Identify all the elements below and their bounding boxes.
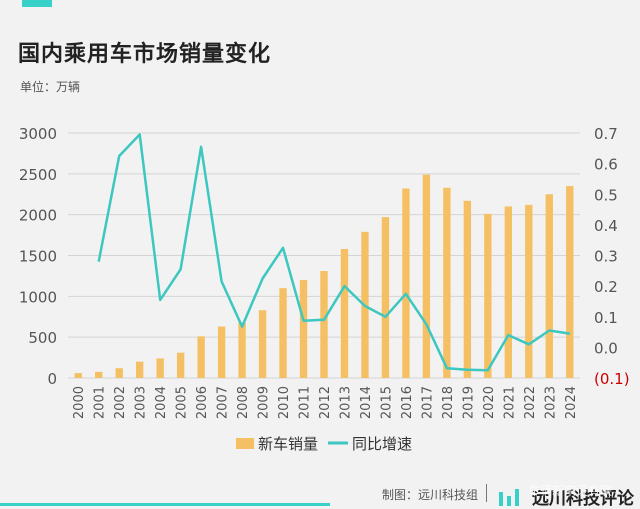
bar	[341, 249, 348, 378]
bar	[177, 353, 184, 378]
x-tick-label: 2016	[400, 386, 415, 419]
y-right-tick-label: 0.0	[594, 339, 618, 357]
legend-label-line: 同比增速	[352, 435, 412, 453]
y-right-tick-label: 0.6	[594, 156, 618, 174]
x-tick-label: 2003	[134, 386, 149, 419]
bar	[423, 175, 430, 378]
bar	[443, 188, 450, 378]
x-tick-label: 2004	[154, 386, 169, 419]
bar	[402, 189, 409, 378]
x-tick-label: 2002	[113, 386, 128, 419]
bar	[116, 368, 123, 378]
x-tick-label: 2019	[461, 386, 476, 419]
y-left-tick-label: 0	[47, 370, 57, 388]
x-tick-label: 2007	[216, 386, 231, 419]
y-right-tick-label: 0.3	[594, 248, 618, 266]
bar	[279, 288, 286, 378]
x-tick-label: 2009	[257, 386, 272, 419]
y-left-tick-label: 500	[28, 329, 57, 347]
x-tick-label: 2001	[93, 386, 108, 419]
x-tick-label: 2018	[441, 386, 456, 419]
bar	[300, 280, 307, 378]
x-tick-label: 2022	[523, 386, 538, 419]
footer-credit: 制图：远川科技组	[382, 486, 478, 503]
x-tick-label: 2012	[318, 386, 333, 419]
bar	[546, 194, 553, 378]
bar	[75, 373, 82, 378]
y-left-tick-label: 1500	[19, 248, 57, 266]
x-tick-label: 2014	[359, 386, 374, 419]
y-left-tick-label: 3000	[19, 125, 57, 143]
y-right-tick-label: 0.5	[594, 186, 618, 204]
x-tick-label: 2017	[420, 386, 435, 419]
y-right-tick-label: (0.1)	[594, 370, 630, 388]
y-left-tick-label: 2000	[19, 207, 57, 225]
x-tick-label: 2013	[338, 386, 353, 419]
x-tick-label: 2008	[236, 386, 251, 419]
x-tick-label: 2020	[482, 386, 497, 419]
x-tick-label: 2000	[72, 386, 87, 419]
footer-separator	[486, 484, 487, 502]
x-tick-label: 2024	[564, 386, 579, 419]
x-tick-label: 2005	[175, 386, 190, 419]
x-tick-label: 2023	[543, 386, 558, 419]
x-tick-label: 2011	[298, 386, 313, 419]
x-tick-label: 2015	[379, 386, 394, 419]
bar	[484, 214, 491, 378]
growth-line	[99, 135, 570, 371]
brand-logo-icon	[498, 487, 520, 506]
y-right-tick-label: 0.1	[594, 309, 618, 327]
bar	[95, 372, 102, 378]
bar	[464, 201, 471, 378]
bar	[197, 336, 204, 378]
x-tick-label: 2006	[195, 386, 210, 419]
bar	[320, 271, 327, 378]
y-right-tick-label: 0.2	[594, 278, 618, 296]
bar	[525, 205, 532, 378]
y-left-tick-label: 1000	[19, 288, 57, 306]
legend-swatch-bars	[236, 438, 254, 449]
bar	[505, 207, 512, 379]
legend-label-bars: 新车销量	[258, 435, 318, 453]
bar	[136, 362, 143, 378]
x-tick-label: 2010	[277, 386, 292, 419]
y-right-tick-label: 0.7	[594, 125, 618, 143]
x-tick-label: 2021	[502, 386, 517, 419]
bar	[156, 358, 163, 378]
bar	[218, 327, 225, 378]
bar	[238, 322, 245, 378]
y-right-tick-label: 0.4	[594, 217, 618, 235]
y-left-tick-label: 2500	[19, 166, 57, 184]
watermark-text: 车辆新宗设有联	[528, 482, 612, 499]
bar	[382, 217, 389, 378]
bar	[259, 310, 266, 378]
bar	[566, 186, 573, 378]
